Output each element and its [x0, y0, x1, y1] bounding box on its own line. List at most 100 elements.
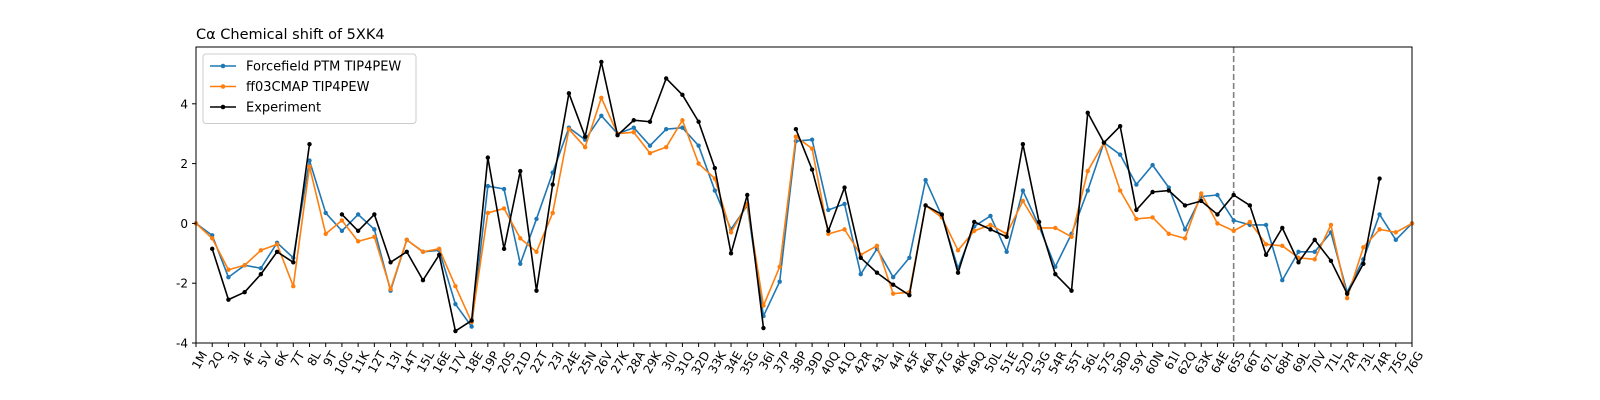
data-point: [1053, 272, 1058, 277]
data-point: [1393, 230, 1398, 235]
data-point: [858, 255, 863, 260]
data-point: [826, 207, 831, 213]
data-point: [939, 212, 945, 217]
data-point: [1280, 225, 1285, 231]
data-point: [1117, 188, 1123, 193]
data-point: [226, 275, 231, 280]
legend-label: ff03CMAP TIP4PEW: [246, 80, 370, 95]
data-point: [1150, 162, 1155, 168]
data-point: [1182, 227, 1188, 232]
data-point: [372, 227, 377, 232]
data-point: [663, 144, 669, 150]
legend-marker: [220, 63, 226, 69]
data-point: [874, 270, 880, 275]
data-point: [355, 239, 361, 244]
data-point: [1101, 140, 1107, 145]
data-point: [388, 260, 393, 265]
data-point: [307, 164, 312, 169]
data-point: [339, 212, 345, 217]
data-point: [274, 242, 280, 247]
data-point: [323, 231, 328, 237]
data-point: [955, 248, 961, 253]
data-point: [615, 133, 620, 138]
data-point: [1020, 198, 1026, 204]
data-point: [1182, 203, 1188, 208]
data-point: [518, 261, 523, 266]
data-point: [485, 155, 491, 160]
data-point: [1182, 236, 1188, 241]
data-point: [761, 303, 766, 308]
series-2: [210, 59, 1382, 334]
data-point: [728, 251, 734, 256]
data-point: [1166, 188, 1172, 193]
x-tick-label: 2Q: [206, 349, 227, 371]
data-point: [242, 289, 247, 295]
data-point: [680, 125, 685, 130]
data-point: [663, 127, 669, 132]
data-point: [842, 201, 847, 207]
data-point: [631, 125, 636, 130]
data-point: [1020, 188, 1026, 193]
data-point: [712, 165, 718, 171]
data-point: [972, 228, 977, 234]
data-point: [680, 92, 685, 98]
data-point: [1280, 243, 1285, 249]
data-point: [1377, 212, 1382, 217]
data-point: [696, 161, 701, 166]
data-point: [696, 119, 701, 124]
data-point: [1085, 110, 1090, 115]
data-point: [1215, 221, 1220, 226]
data-point: [1150, 215, 1155, 220]
data-point: [599, 59, 604, 65]
data-point: [258, 248, 264, 253]
legend-entry: ff03CMAP TIP4PEW: [210, 80, 370, 95]
data-point: [680, 118, 685, 123]
y-axis: -4 -2 0 2 4: [176, 97, 196, 351]
data-point: [631, 118, 636, 123]
data-point: [372, 212, 377, 217]
data-point: [1247, 219, 1253, 225]
data-point: [469, 324, 474, 329]
data-point: [453, 283, 458, 289]
data-point: [988, 222, 993, 228]
data-point: [777, 279, 782, 284]
legend: Forcefield PTM TIP4PEW ff03CMAP TIP4PEW Ex…: [202, 53, 417, 124]
data-point: [210, 246, 215, 252]
data-point: [1117, 152, 1123, 157]
data-point: [1117, 124, 1123, 129]
data-point: [793, 134, 799, 139]
data-point: [210, 236, 215, 241]
data-point: [226, 297, 231, 302]
data-point: [1134, 216, 1139, 222]
data-point: [890, 275, 896, 280]
data-point: [242, 263, 247, 268]
data-point: [1263, 222, 1269, 228]
data-point: [1280, 278, 1285, 283]
legend-label: Experiment: [246, 101, 321, 116]
x-tick-label: 76G: [1402, 349, 1426, 377]
data-point: [372, 234, 377, 240]
data-point: [307, 158, 312, 163]
data-point: [988, 227, 993, 232]
data-point: [1312, 237, 1317, 243]
data-point: [1377, 176, 1382, 181]
data-point: [501, 206, 507, 211]
data-point: [518, 236, 523, 241]
data-point: [826, 228, 831, 234]
data-point: [923, 177, 928, 183]
data-point: [291, 260, 296, 265]
data-point: [1328, 222, 1334, 228]
data-point: [809, 167, 815, 172]
data-point: [1085, 188, 1090, 193]
data-point: [534, 249, 539, 255]
legend-entry: Experiment: [210, 101, 321, 116]
data-point: [485, 183, 491, 189]
data-point: [1344, 291, 1350, 296]
data-point: [1199, 198, 1204, 204]
data-point: [437, 252, 442, 257]
x-tick-label: 8L: [304, 349, 323, 369]
data-point: [582, 144, 588, 150]
data-point: [420, 249, 426, 255]
data-point: [1247, 203, 1253, 208]
data-point: [453, 328, 458, 334]
